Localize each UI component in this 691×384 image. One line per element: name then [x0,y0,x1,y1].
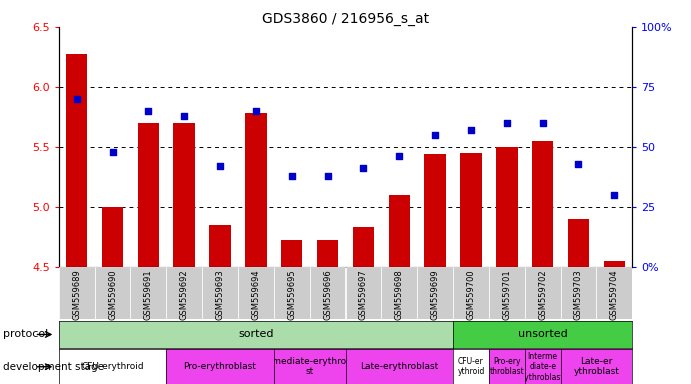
Bar [238,267,274,319]
Text: GSM559696: GSM559696 [323,270,332,320]
Text: GSM559692: GSM559692 [180,270,189,320]
Text: GSM559689: GSM559689 [72,270,81,320]
Text: GSM559695: GSM559695 [287,270,296,320]
Bar [489,267,524,319]
Text: development stage: development stage [3,362,104,372]
Bar [316,240,339,267]
Text: sorted: sorted [238,329,274,339]
Bar [274,267,310,319]
Bar [460,153,482,267]
Bar [424,154,446,267]
Point [430,132,441,138]
Text: GSM559690: GSM559690 [108,270,117,320]
Bar [59,267,95,319]
Bar [102,207,123,267]
Text: GDS3860 / 216956_s_at: GDS3860 / 216956_s_at [262,12,429,25]
Point [358,166,369,172]
Point [71,96,82,102]
Point [179,113,190,119]
Bar [532,141,553,267]
Bar [388,195,410,267]
Point [286,173,297,179]
Point [107,149,118,155]
Text: Late-er
ythroblast: Late-er ythroblast [574,357,619,376]
Text: GSM559703: GSM559703 [574,270,583,320]
Bar [346,267,381,319]
Text: GSM559702: GSM559702 [538,270,547,320]
Bar [131,267,167,319]
Bar [496,147,518,267]
Bar [560,267,596,319]
Bar [167,267,202,319]
Point [250,108,261,114]
Text: GSM559697: GSM559697 [359,270,368,320]
Text: Pro-erythroblast: Pro-erythroblast [184,362,256,371]
Point [394,154,405,160]
Text: Pro-ery
throblast: Pro-ery throblast [489,357,524,376]
Text: CFU-er
ythroid: CFU-er ythroid [457,357,484,376]
Point [143,108,154,114]
Bar [381,267,417,319]
Text: protocol: protocol [3,329,48,339]
Text: unsorted: unsorted [518,329,567,339]
Bar [417,267,453,319]
Point [322,173,333,179]
Text: Intermediate-erythroblast
st: Intermediate-erythroblast st [251,357,368,376]
Bar [209,225,231,267]
Point [573,161,584,167]
Text: Interme
diate-e
rythroblast: Interme diate-e rythroblast [522,352,564,382]
Text: Late-erythroblast: Late-erythroblast [360,362,438,371]
Point [501,120,512,126]
Bar [310,267,346,319]
Bar [173,123,195,267]
Bar [596,267,632,319]
Point [214,163,225,169]
Bar [281,240,303,267]
Text: GSM559700: GSM559700 [466,270,475,320]
Bar [95,267,131,319]
Text: GSM559704: GSM559704 [610,270,619,320]
Text: GSM559699: GSM559699 [430,270,439,320]
Bar [245,113,267,267]
Bar [524,267,560,319]
Bar [202,267,238,319]
Text: GSM559694: GSM559694 [252,270,261,320]
Bar [453,267,489,319]
Bar [352,227,374,267]
Text: GSM559693: GSM559693 [216,270,225,320]
Point [609,192,620,198]
Text: GSM559701: GSM559701 [502,270,511,320]
Text: GSM559698: GSM559698 [395,270,404,320]
Bar [568,219,589,267]
Text: CFU-erythroid: CFU-erythroid [81,362,144,371]
Bar [66,55,87,267]
Text: GSM559691: GSM559691 [144,270,153,320]
Bar [603,261,625,267]
Point [466,127,477,133]
Bar [138,123,159,267]
Point [537,120,548,126]
